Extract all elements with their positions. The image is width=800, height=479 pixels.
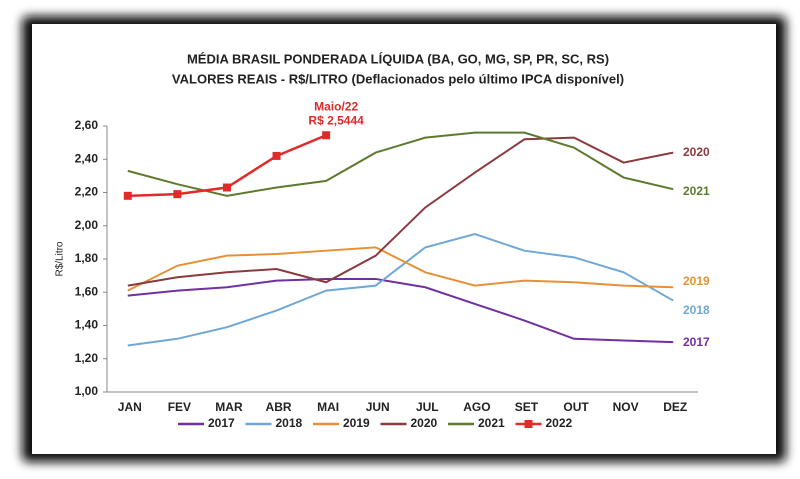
series-end-label: 2021 <box>683 184 710 198</box>
legend-label: 2022 <box>546 416 573 430</box>
y-tick-label: 1,20 <box>75 351 99 365</box>
point-marker <box>322 131 331 140</box>
x-tick-label: FEV <box>168 400 191 414</box>
y-tick-label: 1,80 <box>75 251 99 265</box>
x-tick-label: SET <box>515 400 539 414</box>
annotation-label: R$ 2,5444 <box>308 113 364 127</box>
y-tick-label: 2,60 <box>75 118 99 132</box>
legend-label: 2021 <box>478 416 505 430</box>
x-tick-label: JUL <box>416 400 439 414</box>
x-tick-label: ABR <box>266 400 292 414</box>
chart-subtitle: VALORES REAIS - R$/LITRO (Deflacionados … <box>172 71 624 86</box>
y-tick-label: 2,40 <box>75 151 99 165</box>
x-tick-label: DEZ <box>663 400 687 414</box>
series-end-label: 2018 <box>683 303 710 317</box>
x-tick-label: NOV <box>613 400 639 414</box>
point-marker <box>272 151 281 160</box>
y-tick-label: 1,40 <box>75 318 99 332</box>
legend-label: 2020 <box>411 416 438 430</box>
legend-label: 2017 <box>208 416 235 430</box>
annotation-title: Maio/22 <box>314 99 358 113</box>
series-line <box>127 136 674 287</box>
point-marker <box>123 191 132 200</box>
x-tick-label: JUN <box>366 400 390 414</box>
series-line <box>127 277 674 344</box>
panel <box>32 24 776 454</box>
chart-title: MÉDIA BRASIL PONDERADA LÍQUIDA (BA, GO, … <box>187 51 609 66</box>
point-marker <box>173 190 182 199</box>
series-line <box>127 131 674 197</box>
legend-label: 2018 <box>276 416 303 430</box>
series-line <box>127 233 674 347</box>
x-tick-label: OUT <box>563 400 589 414</box>
point-marker <box>222 183 231 192</box>
series-end-label: 2019 <box>683 274 710 288</box>
y-tick-label: 2,20 <box>75 185 99 199</box>
y-tick-label: 1,00 <box>75 384 99 398</box>
legend-label: 2019 <box>343 416 370 430</box>
x-tick-label: MAR <box>215 400 243 414</box>
series-end-label: 2020 <box>683 145 710 159</box>
x-tick-label: JAN <box>118 400 142 414</box>
x-tick-label: MAI <box>317 400 339 414</box>
legend-marker <box>524 420 533 428</box>
y-tick-label: 2,00 <box>75 218 99 232</box>
x-tick-label: AGO <box>463 400 490 414</box>
y-tick-label: 1,60 <box>75 284 99 298</box>
y-axis-label: R$/Litro <box>55 241 66 276</box>
series-end-label: 2017 <box>683 335 710 349</box>
series-line <box>127 246 674 292</box>
